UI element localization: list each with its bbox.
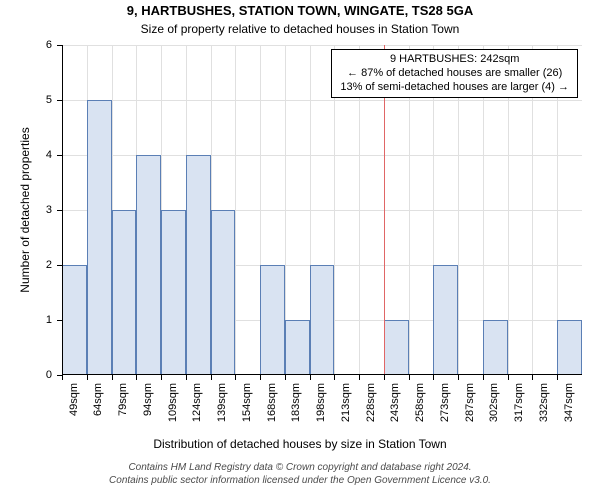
x-tick [409,375,410,380]
histogram-bar [310,265,335,375]
histogram-bar [285,320,310,375]
x-tick-label: 243sqm [389,383,401,483]
y-tick [57,100,62,101]
x-tick-label: 302sqm [488,383,500,483]
x-axis [62,374,582,375]
y-tick-label: 3 [0,204,52,216]
x-tick [161,375,162,380]
y-tick [57,265,62,266]
annotation-line: 13% of semi-detached houses are larger (… [340,81,569,95]
x-tick-label: 124sqm [191,383,203,483]
grid-line [62,100,582,101]
x-tick-label: 49sqm [68,383,80,483]
x-tick [508,375,509,380]
x-tick-label: 79sqm [117,383,129,483]
x-tick-label: 258sqm [414,383,426,483]
x-tick-label: 168sqm [266,383,278,483]
x-tick [285,375,286,380]
x-tick [310,375,311,380]
x-tick [433,375,434,380]
x-tick [458,375,459,380]
x-tick [112,375,113,380]
y-tick-label: 0 [0,369,52,381]
x-tick [260,375,261,380]
x-tick [186,375,187,380]
x-tick [136,375,137,380]
x-tick [334,375,335,380]
chart-subtitle: Size of property relative to detached ho… [0,22,600,36]
x-tick [235,375,236,380]
x-tick-label: 139sqm [216,383,228,483]
x-tick-label: 183sqm [290,383,302,483]
y-tick [57,155,62,156]
y-tick-label: 1 [0,314,52,326]
grid-line [62,45,582,46]
x-tick [384,375,385,380]
x-tick-label: 347sqm [563,383,575,483]
x-tick [557,375,558,380]
y-tick-label: 5 [0,94,52,106]
x-tick [483,375,484,380]
x-tick-label: 287sqm [464,383,476,483]
histogram-bar [260,265,285,375]
histogram-bar [557,320,582,375]
histogram-bar [384,320,409,375]
y-tick [57,210,62,211]
x-tick-label: 154sqm [241,383,253,483]
annotation-box: 9 HARTBUSHES: 242sqm← 87% of detached ho… [331,49,578,98]
x-tick-label: 228sqm [365,383,377,483]
x-tick [87,375,88,380]
histogram-bar [161,210,186,375]
histogram-bar [87,100,112,375]
annotation-line: 9 HARTBUSHES: 242sqm [340,53,569,67]
y-tick [57,320,62,321]
x-tick-label: 213sqm [340,383,352,483]
histogram-bar [433,265,458,375]
chart-container: 9, HARTBUSHES, STATION TOWN, WINGATE, TS… [0,0,600,500]
histogram-bar [62,265,87,375]
y-tick-label: 4 [0,149,52,161]
histogram-bar [136,155,161,375]
y-tick [57,45,62,46]
annotation-line: ← 87% of detached houses are smaller (26… [340,67,569,81]
histogram-bar [483,320,508,375]
x-tick-label: 332sqm [538,383,550,483]
histogram-bar [112,210,137,375]
x-tick-label: 317sqm [513,383,525,483]
histogram-bar [186,155,211,375]
x-tick [532,375,533,380]
y-tick-label: 2 [0,259,52,271]
x-tick [211,375,212,380]
x-tick-label: 273sqm [439,383,451,483]
x-tick-label: 94sqm [142,383,154,483]
chart-title: 9, HARTBUSHES, STATION TOWN, WINGATE, TS… [0,3,600,18]
x-tick [359,375,360,380]
y-axis [62,45,63,375]
x-tick-label: 64sqm [92,383,104,483]
grid-line-vertical [235,45,236,375]
y-tick-label: 6 [0,39,52,51]
histogram-bar [211,210,236,375]
x-tick-label: 109sqm [167,383,179,483]
x-tick-label: 198sqm [315,383,327,483]
x-tick [62,375,63,380]
